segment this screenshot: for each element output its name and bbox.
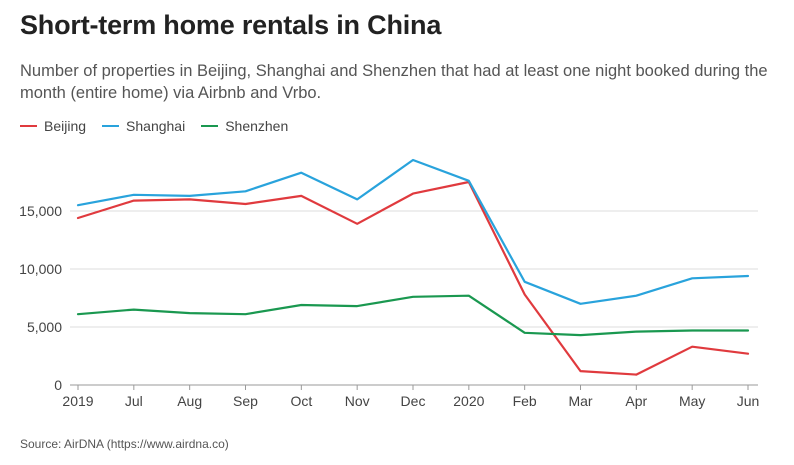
legend-swatch-shanghai: [102, 125, 120, 127]
series-line-beijing: [76, 180, 750, 376]
x-tick-label: Dec: [401, 393, 426, 409]
series-line-shanghai: [76, 158, 750, 305]
x-tick-label: Aug: [177, 393, 202, 409]
chart-title: Short-term home rentals in China: [20, 10, 442, 40]
x-tick-label: 2019: [62, 393, 93, 409]
legend: Beijing Shanghai Shenzhen: [20, 118, 288, 134]
x-tick-label: Jul: [125, 393, 143, 409]
x-tick-label: Apr: [625, 393, 647, 409]
x-tick-label: Mar: [568, 393, 592, 409]
legend-label-shanghai: Shanghai: [126, 118, 186, 134]
y-tick-label: 5,000: [27, 319, 62, 335]
legend-item-beijing: Beijing: [20, 118, 86, 134]
y-tick-label: 10,000: [19, 261, 62, 277]
legend-label-beijing: Beijing: [44, 118, 87, 134]
legend-label-shenzhen: Shenzhen: [225, 118, 289, 134]
y-tick-label: 15,000: [19, 203, 62, 219]
legend-item-shenzhen: Shenzhen: [201, 118, 288, 134]
legend-item-shanghai: Shanghai: [102, 118, 185, 134]
source-note: Source: AirDNA (https://www.airdna.co): [20, 437, 229, 451]
y-tick-label: 0: [54, 377, 62, 393]
x-tick-label: Jun: [737, 393, 760, 409]
legend-swatch-beijing: [20, 125, 37, 127]
chart-subtitle: Number of properties in Beijing, Shangha…: [20, 62, 768, 102]
x-tick-label: Feb: [513, 393, 537, 409]
series-line-shenzhen: [76, 294, 750, 337]
x-tick-label: Sep: [233, 393, 258, 409]
legend-swatch-shenzhen: [201, 125, 219, 127]
x-tick-label: 2020: [453, 393, 484, 409]
x-tick-label: Nov: [345, 393, 370, 409]
x-tick-label: May: [679, 393, 705, 409]
x-tick-label: Oct: [290, 393, 312, 409]
